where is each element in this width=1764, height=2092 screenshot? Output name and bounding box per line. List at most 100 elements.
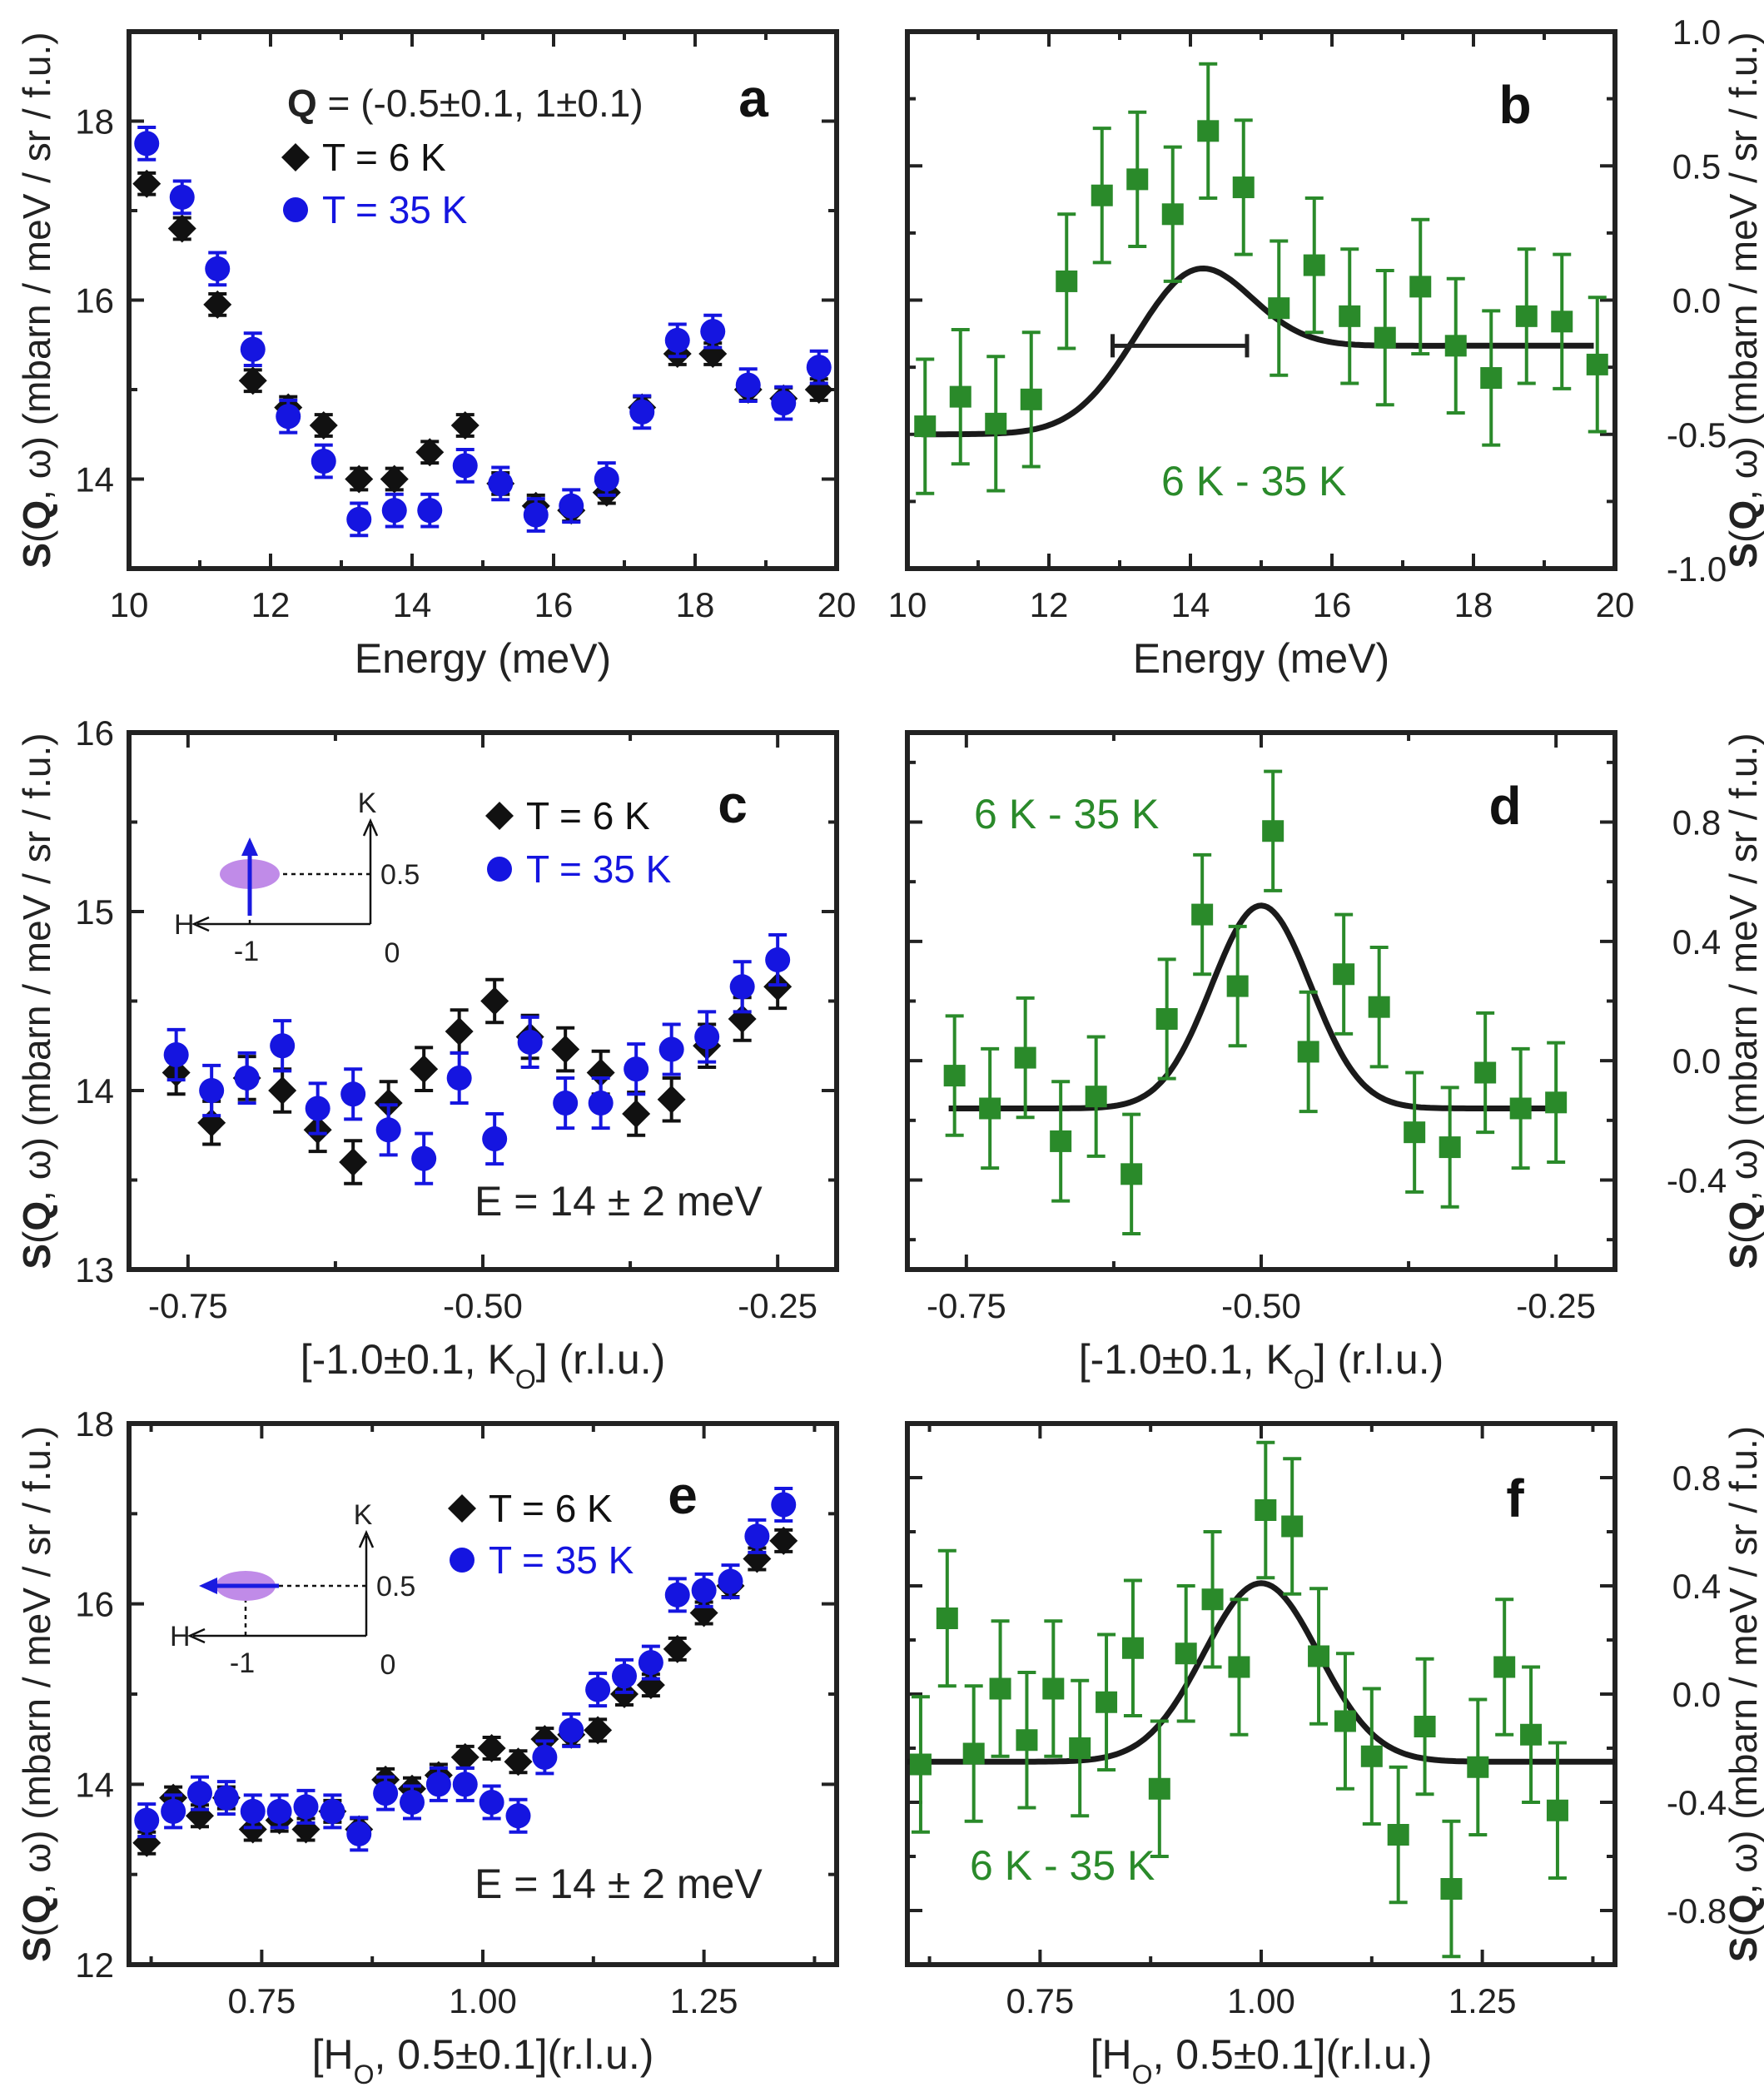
data-point: [240, 336, 266, 362]
data-point: [452, 453, 478, 479]
inset-k-arrow: [362, 817, 379, 837]
inset-h-arrow: [191, 916, 210, 932]
x-tick-label: 1.25: [1448, 1981, 1517, 2020]
data-point: [187, 1781, 212, 1806]
data-point: [203, 290, 232, 319]
data-point: [309, 411, 338, 440]
y-tick-label: 1.0: [1672, 12, 1721, 52]
y-axis-label: S(Q, ω) (mbarn / meV / sr / f.u.): [1722, 32, 1764, 568]
data-point: [1387, 1824, 1409, 1846]
inset-zero-label: 0: [380, 1649, 396, 1681]
data-point: [771, 390, 797, 416]
data-point: [268, 1076, 297, 1105]
data-point: [1096, 1691, 1118, 1713]
panel-c: -0.75 -0.50 -0.25 13 14 15 16 [-1.0±0.1, KO] (r…: [15, 713, 839, 1394]
data-point: [1440, 1878, 1463, 1900]
data-point: [417, 498, 443, 524]
panel-letter: e: [668, 1465, 698, 1525]
data-point: [293, 1794, 319, 1820]
y-axis-label: S(Q, ω) (mbarn / meV / sr / f.u.): [15, 1426, 58, 1962]
annotation: E = 14 ± 2 meV: [475, 1861, 763, 1907]
data-point: [622, 1099, 651, 1128]
y-axis-label: S(Q, ω) (mbarn / meV / sr / f.u.): [15, 32, 58, 568]
panel-f: 0.75 1.00 1.25 -0.8 -0.4 0.0 0.4 0.8 [HO, 0.5±0.…: [905, 1421, 1764, 2090]
inset-half-label: 0.5: [376, 1571, 415, 1603]
legend: T = 6 K T = 35 K: [448, 1487, 634, 1582]
data-point: [1546, 1799, 1568, 1821]
data-point: [238, 1815, 267, 1844]
legend: T = 6 K T = 35 K: [485, 794, 672, 891]
x-tick-label: -0.25: [1516, 1286, 1596, 1325]
data-point: [523, 502, 549, 528]
data-point: [700, 319, 726, 345]
y-tick-label: -0.4: [1667, 1783, 1727, 1822]
data-point: [624, 1056, 649, 1082]
data-point: [346, 1821, 372, 1846]
data-point: [914, 415, 937, 438]
legend-label: T = 6 K: [322, 136, 446, 179]
inset-half-label: 0.5: [380, 859, 420, 891]
x-tick-label: 0.75: [228, 1981, 296, 2020]
series-difference: [943, 769, 1568, 1235]
data-point: [1121, 1637, 1144, 1659]
data-point: [979, 1097, 1001, 1120]
data-point: [452, 1771, 478, 1797]
data-point: [415, 438, 445, 467]
data-point: [1339, 305, 1361, 327]
data-point: [375, 1117, 401, 1143]
data-point: [594, 466, 619, 492]
data-point: [949, 385, 971, 408]
inset-h-label: H: [170, 1621, 191, 1652]
resolution-bar: [1111, 334, 1250, 358]
data-point: [132, 169, 161, 198]
data-point: [586, 1058, 615, 1087]
panel-letter: d: [1488, 776, 1521, 836]
data-point: [1467, 1756, 1489, 1778]
data-point: [1551, 311, 1573, 333]
x-axis-label: [HO, 0.5±0.1](r.l.u.): [1091, 2031, 1433, 2090]
data-point: [199, 1078, 225, 1103]
data-point: [339, 1148, 368, 1176]
data-point: [479, 1790, 504, 1815]
data-point: [694, 1024, 720, 1050]
data-point: [559, 493, 584, 519]
data-point: [238, 366, 267, 395]
data-point: [1014, 1046, 1036, 1069]
inset-k-arrow: [358, 1529, 375, 1548]
x-tick-label: -0.50: [1221, 1286, 1301, 1325]
data-point: [240, 1798, 266, 1824]
data-point: [167, 214, 196, 243]
y-tick-label: 15: [75, 892, 114, 932]
legend-marker: [283, 197, 308, 222]
data-point: [1201, 1588, 1224, 1611]
data-point: [410, 1055, 439, 1084]
data-point: [450, 1742, 480, 1771]
x-axis-label: [HO, 0.5±0.1](r.l.u.): [312, 2031, 654, 2090]
data-point: [161, 1798, 186, 1824]
y-tick-label: 16: [75, 281, 114, 321]
data-point: [276, 404, 301, 430]
data-point: [1493, 1656, 1516, 1678]
data-point: [425, 1771, 451, 1797]
data-point: [270, 1033, 296, 1059]
data-point: [1262, 820, 1284, 842]
series-t35: [134, 126, 832, 538]
legend-label: T = 35 K: [489, 1538, 634, 1582]
data-point: [1368, 996, 1390, 1018]
x-tick-label: 20: [1596, 585, 1635, 624]
panel-letter: f: [1506, 1468, 1524, 1528]
data-point: [1480, 367, 1503, 390]
panel-letter: c: [718, 774, 748, 834]
data-point: [305, 1096, 330, 1121]
data-point: [169, 184, 195, 210]
data-point: [1268, 297, 1290, 320]
inset-scan-arrowhead: [241, 837, 258, 856]
data-point: [450, 411, 480, 440]
data-point: [1444, 335, 1467, 357]
data-point: [588, 1091, 614, 1116]
panel-letter: b: [1498, 75, 1531, 135]
data-point: [638, 1650, 663, 1676]
panel-d: -0.75 -0.50 -0.25 -0.4 0.0 0.4 0.8 [-1.0±0.1, K…: [905, 730, 1764, 1394]
legend-marker: [485, 802, 514, 830]
x-tick-label: 12: [251, 585, 291, 624]
